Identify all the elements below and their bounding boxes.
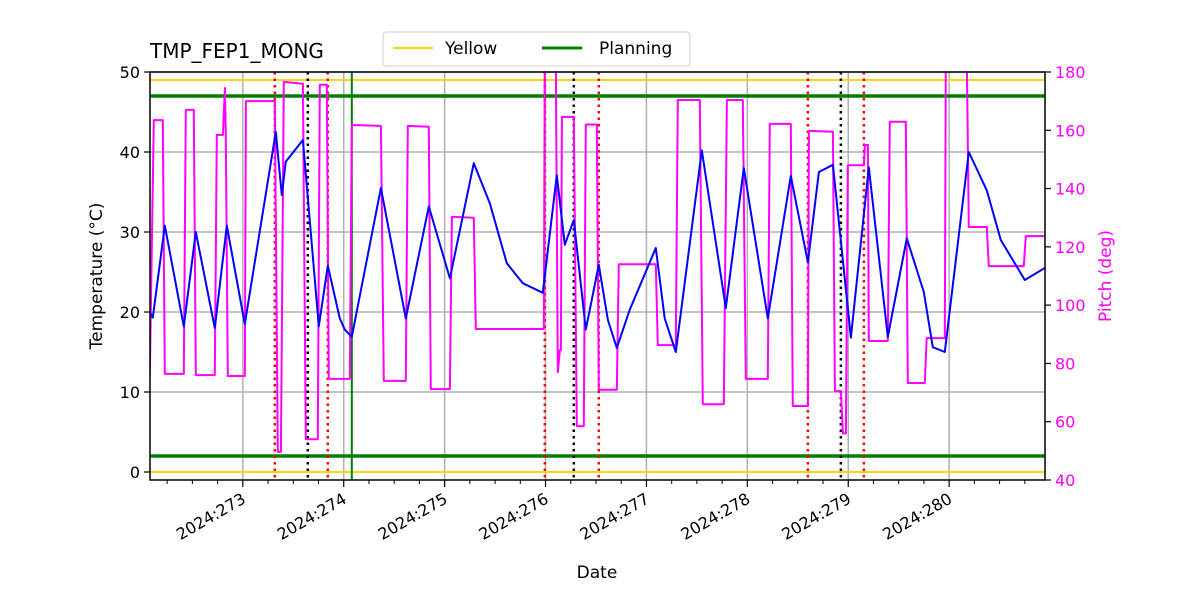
y-tick-label: 20 (120, 303, 140, 322)
y-axis-label: Temperature (°C) (87, 203, 107, 351)
y2-tick-label: 160 (1055, 121, 1086, 140)
x-tick-label: 2024:279 (778, 489, 854, 544)
x-tick-label: 2024:277 (577, 489, 653, 544)
legend-label-yellow: Yellow (444, 39, 497, 59)
legend-box (382, 31, 691, 67)
pitch-line (150, 72, 1045, 453)
series-lines (150, 72, 1045, 453)
x-axis-label: Date (577, 563, 618, 583)
limit-lines (150, 79, 1045, 473)
temperature-line (150, 131, 1045, 353)
y-tick-label: 30 (120, 223, 140, 242)
y2-tick-label: 80 (1055, 354, 1075, 373)
y2-tick-label: 140 (1055, 180, 1086, 199)
x-tick-label: 2024:278 (677, 489, 753, 544)
y2-axis-label: Pitch (deg) (1096, 230, 1116, 322)
x-tick-label: 2024:276 (476, 489, 552, 544)
y2-tick-label: 100 (1055, 296, 1086, 315)
y2-tick-label: 120 (1055, 238, 1086, 257)
chart-title: TMP_FEP1_MONG (149, 39, 324, 63)
legend: Yellow Planning (382, 31, 691, 67)
y-tick-label: 10 (120, 383, 140, 402)
x-tick-label: 2024:280 (879, 489, 955, 544)
y-tick-label: 0 (130, 463, 140, 482)
plot-frame (149, 71, 1046, 481)
x-tick-label: 2024:273 (173, 489, 249, 544)
y2-tick-label: 180 (1055, 63, 1086, 82)
y2-tick-label: 40 (1055, 471, 1075, 490)
y-tick-label: 40 (120, 143, 140, 162)
legend-label-planning: Planning (599, 39, 672, 59)
x-tick-label: 2024:274 (274, 489, 350, 544)
x-tick-label: 2024:275 (375, 489, 451, 544)
y2-tick-label: 60 (1055, 413, 1075, 432)
y-tick-label: 50 (120, 63, 140, 82)
